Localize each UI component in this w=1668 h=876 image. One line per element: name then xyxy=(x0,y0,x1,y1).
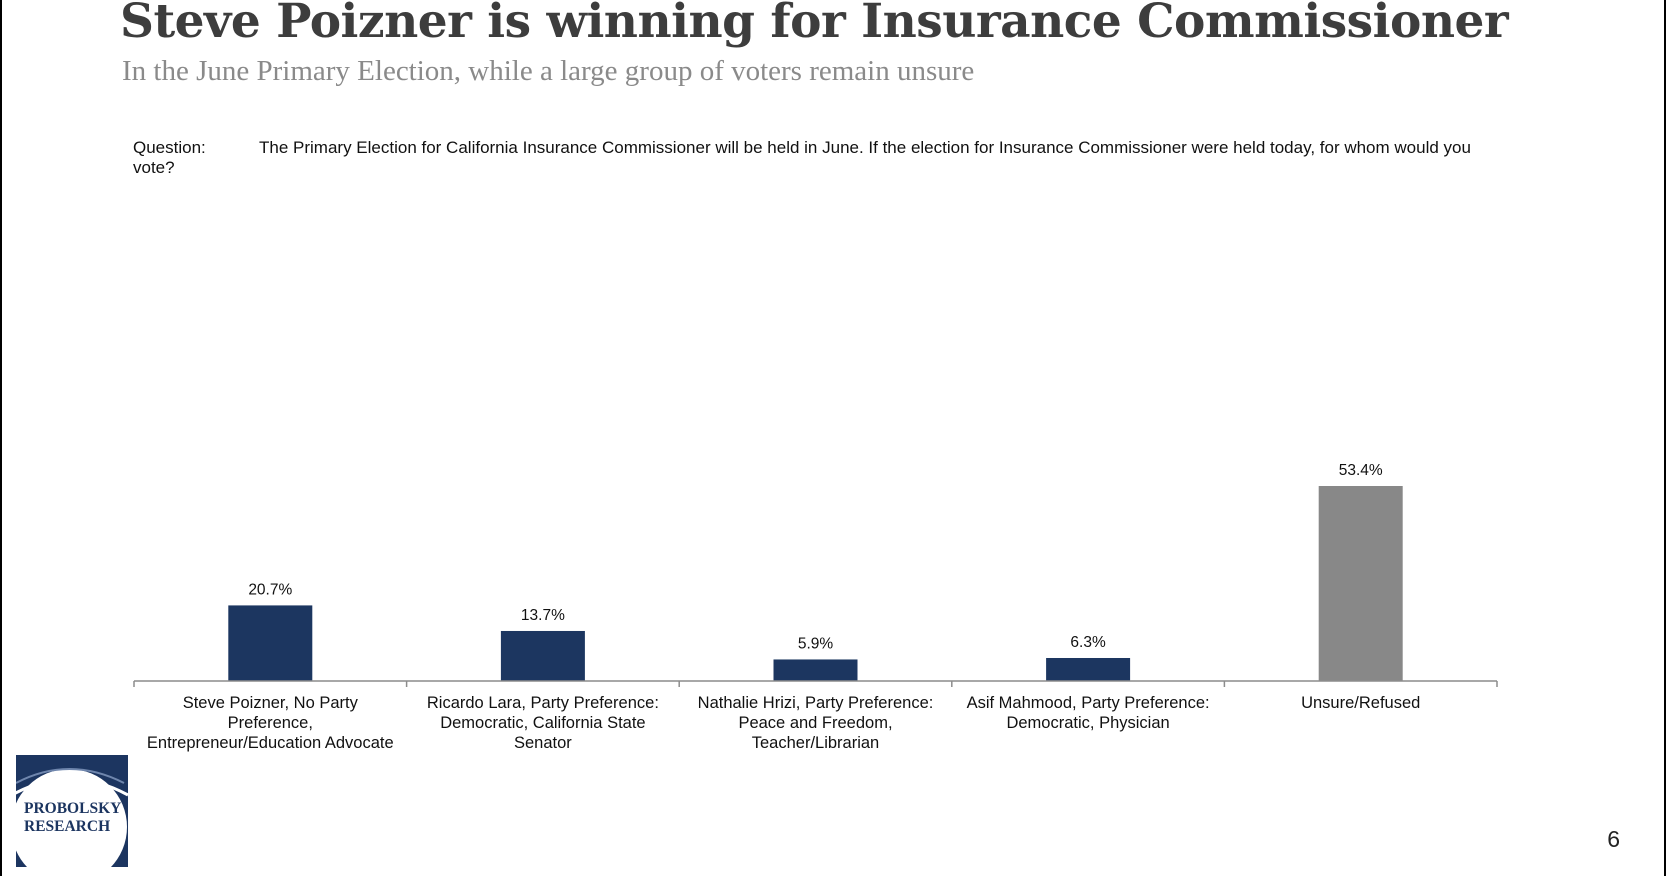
category-label-line: Senator xyxy=(514,734,572,752)
category-label: Ricardo Lara, Party Preference: Democrati… xyxy=(427,694,659,752)
bars-layer xyxy=(228,486,1403,681)
category-label-line: Preference, xyxy=(228,714,313,732)
category-label-line: Entrepreneur/Education Advocate xyxy=(147,734,394,752)
logo-line-1: PROBOLSKY xyxy=(24,800,122,817)
category-label: Unsure/Refused xyxy=(1301,694,1420,712)
probolsky-logo: PROBOLSKY RESEARCH xyxy=(16,755,128,867)
slide-subtitle: In the June Primary Election, while a la… xyxy=(122,55,975,87)
data-label: 53.4% xyxy=(1339,462,1383,479)
data-label: 20.7% xyxy=(248,581,292,598)
category-label-line: Unsure/Refused xyxy=(1301,694,1420,712)
category-label: Asif Mahmood, Party Preference: Democrati… xyxy=(967,694,1210,732)
page-number: 6 xyxy=(1607,826,1620,852)
bar xyxy=(228,605,313,681)
labels-layer: 20.7% Steve Poizner, No Party Preference, E… xyxy=(147,462,1420,752)
category-label-line: Teacher/Librarian xyxy=(752,734,880,752)
logo-line-2: RESEARCH xyxy=(24,818,111,835)
logo-text: PROBOLSKY RESEARCH xyxy=(24,800,124,836)
category-label-line: Steve Poizner, No Party xyxy=(183,694,359,712)
data-label: 5.9% xyxy=(798,635,834,652)
x-axis xyxy=(133,680,1498,687)
bar xyxy=(1318,486,1403,681)
question-label: Question: xyxy=(133,138,206,157)
category-label-line: Nathalie Hrizi, Party Preference: xyxy=(698,694,934,712)
category-label: Steve Poizner, No Party Preference, Entrep… xyxy=(147,694,394,752)
category-label-line: Democratic, Physician xyxy=(1006,714,1169,732)
slide-title: Steve Poizner is winning for Insurance C… xyxy=(120,0,1509,49)
logo-emblem xyxy=(16,768,128,867)
category-label-line: Asif Mahmood, Party Preference: xyxy=(967,694,1210,712)
question-text: The Primary Election for California Insu… xyxy=(133,138,1471,177)
category-label: Nathalie Hrizi, Party Preference: Peace a… xyxy=(698,694,934,752)
bar xyxy=(500,630,585,681)
data-label: 13.7% xyxy=(521,607,565,624)
survey-question: Question: The Primary Election for Califo… xyxy=(133,138,1503,178)
bar xyxy=(773,659,858,681)
category-label-line: Democratic, California State xyxy=(440,714,645,732)
category-label-line: Peace and Freedom, xyxy=(738,714,892,732)
data-label: 6.3% xyxy=(1070,634,1106,651)
category-label-line: Ricardo Lara, Party Preference: xyxy=(427,694,659,712)
bar xyxy=(1046,657,1131,681)
